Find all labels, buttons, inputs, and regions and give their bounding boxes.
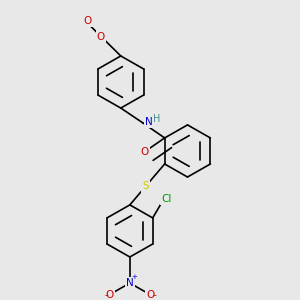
Text: N: N xyxy=(145,116,153,127)
Text: Cl: Cl xyxy=(161,194,172,204)
Text: –: – xyxy=(152,292,156,300)
Text: O: O xyxy=(83,16,92,26)
Text: S: S xyxy=(142,182,148,191)
Text: O: O xyxy=(140,147,148,158)
Text: –: – xyxy=(105,292,109,300)
Text: O: O xyxy=(146,290,154,300)
Text: N: N xyxy=(126,278,134,288)
Text: +: + xyxy=(131,274,137,280)
Text: H: H xyxy=(152,114,160,124)
Text: O: O xyxy=(105,290,114,300)
Text: O: O xyxy=(97,32,105,42)
